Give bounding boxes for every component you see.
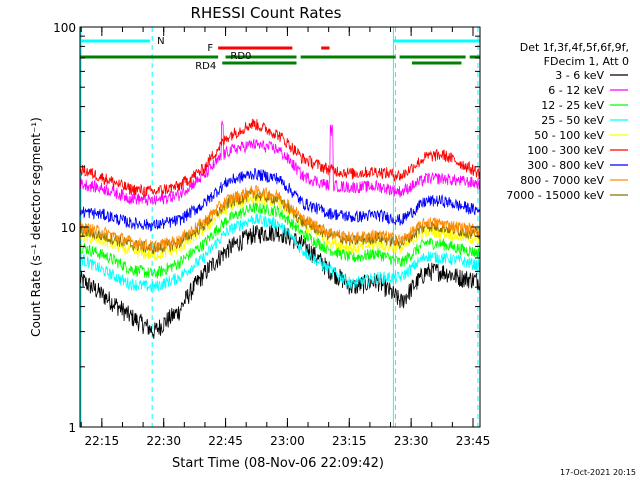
x-tick-label-6: 23:45 [456,434,491,448]
y-tick-label-0: 1 [68,421,76,435]
legend-label-3: 25 - 50 keV [541,114,604,127]
footer-timestamp: 17-Oct-2021 20:15 [560,468,636,477]
x-tick-label-2: 22:45 [208,434,243,448]
x-axis-label: Start Time (08-Nov-06 22:09:42) [172,456,384,471]
series-line-5 [79,118,481,197]
flag-label-n: N [157,36,164,47]
legend-header-0: Det 1f,3f,4f,5f,6f,9f, [520,41,629,54]
flag-label-rd0: RD0 [230,51,251,62]
series-line-6 [79,167,481,232]
legend-label-0: 3 - 6 keV [555,69,604,82]
y-axis-label: Count Rate (s⁻¹ detector segment⁻¹) [29,117,43,337]
legend-label-7: 800 - 7000 keV [520,174,604,187]
legend-header-1: FDecim 1, Att 0 [544,55,629,68]
legend-label-6: 300 - 800 keV [527,159,604,172]
x-tick-label-1: 22:30 [146,434,181,448]
series-layer [79,118,481,339]
legend-label-2: 12 - 25 keV [541,99,604,112]
legend-label-8: 7000 - 15000 keV [506,189,604,202]
legend-label-1: 6 - 12 keV [548,84,604,97]
series-line-2 [79,201,481,279]
series-line-4 [79,192,481,261]
series-line-3 [79,213,481,292]
chart-title: RHESSI Count Rates [191,4,342,22]
series-line-7 [79,184,481,252]
flag-bars: N F RD0 RD4 [80,36,480,72]
y-axis: 1 10 100 [53,21,480,435]
x-tick-label-0: 22:15 [85,434,120,448]
series-line-0 [79,224,481,339]
x-tick-label-4: 23:15 [332,434,367,448]
x-axis: 22:15 22:30 22:45 23:00 23:15 23:30 23:45 [80,27,491,448]
legend-label-4: 50 - 100 keV [534,129,604,142]
x-tick-label-3: 23:00 [270,434,305,448]
y-tick-label-1: 10 [61,221,76,235]
y-tick-label-2: 100 [53,21,76,35]
x-tick-label-5: 23:30 [394,434,429,448]
legend: Det 1f,3f,4f,5f,6f,9f,FDecim 1, Att 03 -… [506,41,629,202]
legend-label-5: 100 - 300 keV [527,144,604,157]
flag-label-f: F [207,43,213,54]
flag-label-rd4: RD4 [195,61,216,72]
series-line-1 [79,120,481,206]
